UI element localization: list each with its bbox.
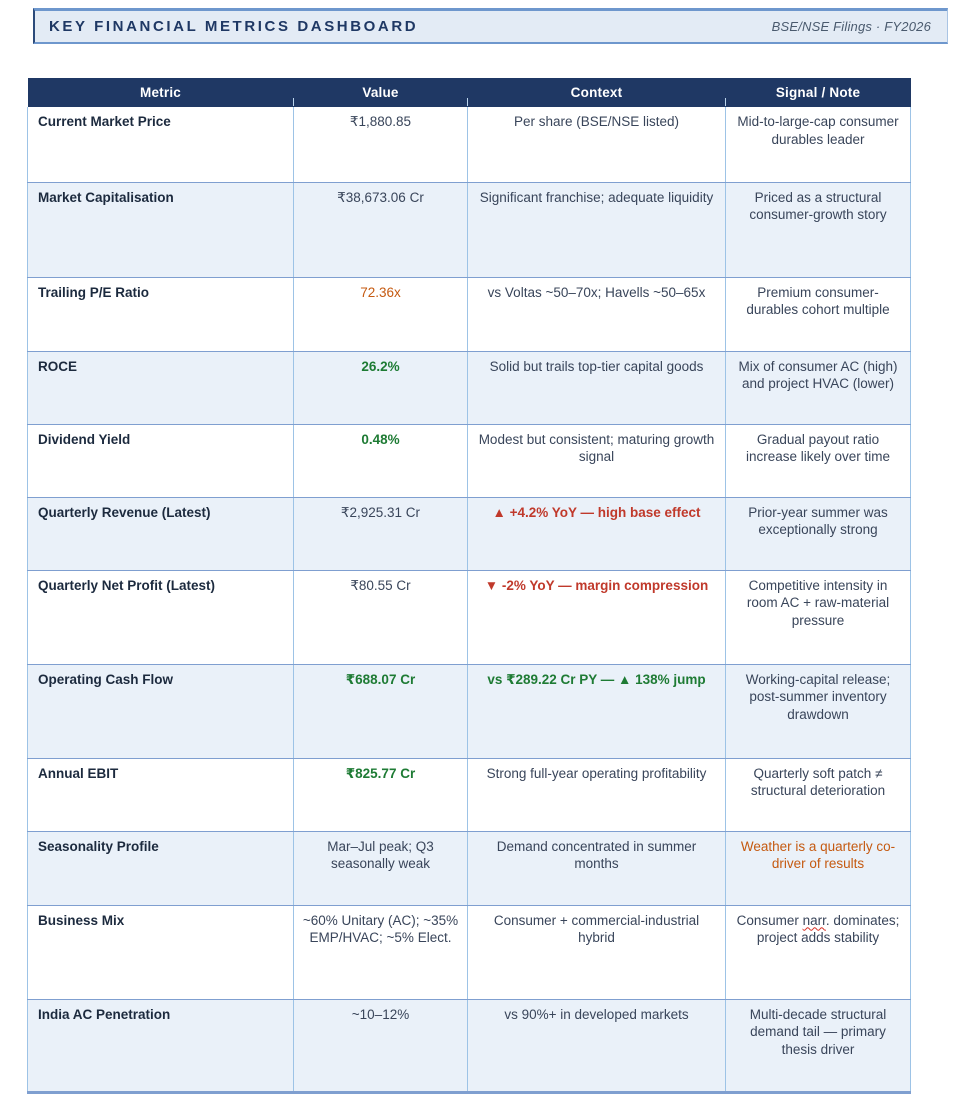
metric-cell: India AC Penetration [27,999,294,1094]
context-cell: ▼ -2% YoY — margin compression [467,570,726,665]
signal-cell: Quarterly soft patch ≠ structural deteri… [725,758,911,832]
table-row: Market Capitalisation ₹38,673.06 Cr Sign… [27,182,911,278]
metrics-table-body: Current Market Price ₹1,880.85 Per share… [27,107,911,1094]
metric-cell: Quarterly Revenue (Latest) [27,497,294,571]
table-row: Quarterly Net Profit (Latest) ₹80.55 Cr … [27,570,911,665]
value-cell: 72.36x [293,277,468,352]
signal-cell: Consumer narr. dominates; project adds s… [725,905,911,1000]
signal-cell: Working-capital release; post-summer inv… [725,664,911,759]
column-header-signal: Signal / Note [725,78,911,107]
metric-cell: Annual EBIT [27,758,294,832]
value-cell: ~60% Unitary (AC); ~35% EMP/HVAC; ~5% El… [293,905,468,1000]
signal-cell: Multi-decade structural demand tail — pr… [725,999,911,1094]
column-header-metric: Metric [27,78,295,107]
value-cell: ₹1,880.85 [293,107,468,183]
metric-cell: Quarterly Net Profit (Latest) [27,570,294,665]
table-row: Trailing P/E Ratio 72.36x vs Voltas ~50–… [27,277,911,352]
metrics-table-header: Metric Value Context Signal / Note [27,78,911,107]
report-source-label: BSE/NSE Filings · FY2026 [771,19,931,34]
signal-cell: Gradual payout ratio increase likely ove… [725,424,911,498]
signal-cell: Prior-year summer was exceptionally stro… [725,497,911,571]
table-row: Current Market Price ₹1,880.85 Per share… [27,107,911,183]
context-cell: Demand concentrated in summer months [467,831,726,906]
context-cell: Per share (BSE/NSE listed) [467,107,726,183]
context-cell: Strong full-year operating profitability [467,758,726,832]
signal-cell: Mid-to-large-cap consumer durables leade… [725,107,911,183]
table-row: Quarterly Revenue (Latest) ₹2,925.31 Cr … [27,497,911,571]
signal-cell: Mix of consumer AC (high) and project HV… [725,351,911,425]
context-cell: Consumer + commercial-industrial hybrid [467,905,726,1000]
column-header-value: Value [293,78,469,107]
context-cell: Solid but trails top-tier capital goods [467,351,726,425]
metrics-table: Metric Value Context Signal / Note Curre… [27,78,911,1094]
value-cell: ₹825.77 Cr [293,758,468,832]
context-cell: Modest but consistent; maturing growth s… [467,424,726,498]
metric-cell: Seasonality Profile [27,831,294,906]
table-row: India AC Penetration ~10–12% vs 90%+ in … [27,999,911,1094]
metric-cell: Operating Cash Flow [27,664,294,759]
metric-cell: Current Market Price [27,107,294,183]
table-row: Seasonality Profile Mar–Jul peak; Q3 sea… [27,831,911,906]
signal-cell: Competitive intensity in room AC + raw-m… [725,570,911,665]
column-header-context: Context [467,78,727,107]
signal-cell: Weather is a quarterly co-driver of resu… [725,831,911,906]
header-row: Metric Value Context Signal / Note [27,78,911,107]
signal-cell: Premium consumer-durables cohort multipl… [725,277,911,352]
table-row: Business Mix ~60% Unitary (AC); ~35% EMP… [27,905,911,1000]
title-band: KEY FINANCIAL METRICS DASHBOARD BSE/NSE … [33,8,948,44]
table-row: Operating Cash Flow ₹688.07 Cr vs ₹289.2… [27,664,911,759]
context-cell: ▲ +4.2% YoY — high base effect [467,497,726,571]
value-cell: 26.2% [293,351,468,425]
value-cell: ~10–12% [293,999,468,1094]
value-cell: ₹80.55 Cr [293,570,468,665]
context-cell: vs ₹289.22 Cr PY — ▲ 138% jump [467,664,726,759]
context-cell: vs 90%+ in developed markets [467,999,726,1094]
signal-cell: Priced as a structural consumer-growth s… [725,182,911,278]
metric-cell: Business Mix [27,905,294,1000]
value-cell: ₹2,925.31 Cr [293,497,468,571]
metric-cell: Market Capitalisation [27,182,294,278]
table-row: Dividend Yield 0.48% Modest but consiste… [27,424,911,498]
table-row: Annual EBIT ₹825.77 Cr Strong full-year … [27,758,911,832]
value-cell: 0.48% [293,424,468,498]
value-cell: ₹688.07 Cr [293,664,468,759]
metric-cell: Trailing P/E Ratio [27,277,294,352]
context-cell: Significant franchise; adequate liquidit… [467,182,726,278]
context-cell: vs Voltas ~50–70x; Havells ~50–65x [467,277,726,352]
page-title: KEY FINANCIAL METRICS DASHBOARD [49,18,419,35]
metric-cell: ROCE [27,351,294,425]
table-row: ROCE 26.2% Solid but trails top-tier cap… [27,351,911,425]
metric-cell: Dividend Yield [27,424,294,498]
value-cell: ₹38,673.06 Cr [293,182,468,278]
value-cell: Mar–Jul peak; Q3 seasonally weak [293,831,468,906]
spellcheck-squiggle: narr [802,912,826,928]
